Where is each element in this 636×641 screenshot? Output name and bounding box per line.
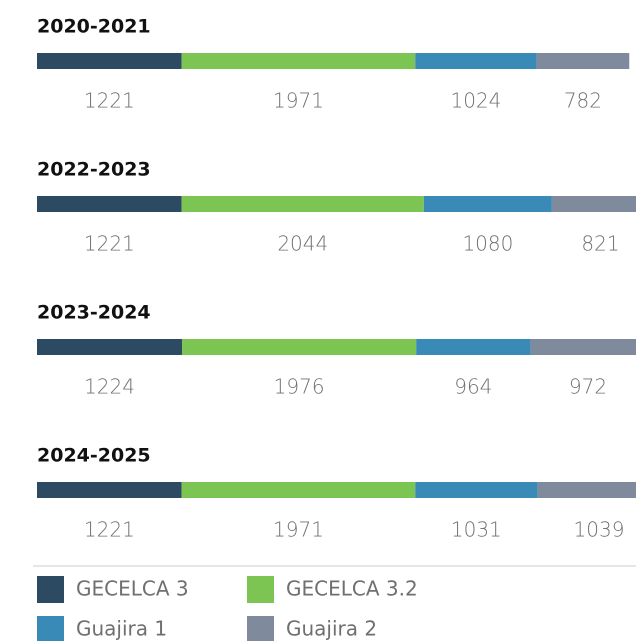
- legend-label: Guajira 1: [76, 617, 167, 641]
- value-label: 821: [581, 232, 619, 256]
- bar-segment: [181, 53, 416, 69]
- group-title: 2022-2023: [37, 159, 151, 181]
- legend-swatch: [37, 576, 64, 603]
- value-label: 1031: [451, 518, 502, 542]
- bar-segment: [416, 339, 531, 355]
- value-label: 1224: [84, 375, 135, 399]
- bar-segment: [530, 339, 636, 355]
- legend-swatch: [37, 616, 64, 641]
- value-label: 1024: [450, 89, 501, 113]
- value-label: 1221: [84, 89, 135, 113]
- bar-segment: [181, 196, 424, 212]
- bar-segment: [37, 339, 183, 355]
- group-title: 2020-2021: [37, 16, 151, 38]
- legend-swatch: [247, 576, 274, 603]
- bar-segment: [37, 53, 182, 69]
- value-label: 1971: [273, 89, 324, 113]
- value-label: 1971: [273, 518, 324, 542]
- value-label: 1039: [574, 518, 625, 542]
- bar-segment: [37, 196, 182, 212]
- value-label: 1221: [84, 518, 135, 542]
- legend-label: Guajira 2: [286, 617, 377, 641]
- bar-segment: [182, 339, 417, 355]
- bar-segment: [551, 196, 636, 212]
- value-label: 1221: [84, 232, 135, 256]
- value-label: 972: [569, 375, 607, 399]
- bar-segment: [37, 482, 182, 498]
- legend-label: GECELCA 3.2: [286, 577, 418, 601]
- bar-segment: [415, 482, 538, 498]
- value-label: 1080: [462, 232, 513, 256]
- value-label: 782: [564, 89, 602, 113]
- value-label: 2044: [277, 232, 328, 256]
- bar-segment: [536, 53, 630, 69]
- bar-segment: [423, 196, 552, 212]
- legend-swatch: [247, 616, 274, 641]
- value-label: 1976: [274, 375, 325, 399]
- value-label: 964: [454, 375, 492, 399]
- group-title: 2023-2024: [37, 302, 151, 324]
- group-title: 2024-2025: [37, 445, 151, 467]
- bar-segment: [415, 53, 537, 69]
- bar-segment: [537, 482, 636, 498]
- legend-label: GECELCA 3: [76, 577, 189, 601]
- bar-segment: [181, 482, 416, 498]
